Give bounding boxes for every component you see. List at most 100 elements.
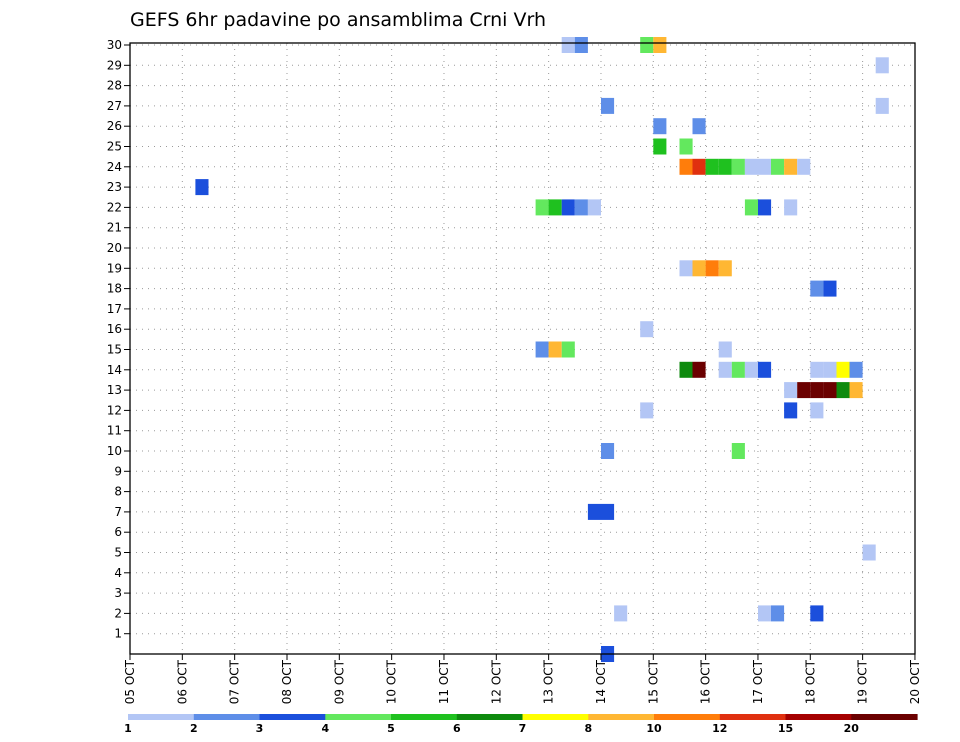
data-cell [679, 158, 693, 175]
grid [130, 43, 915, 654]
y-tick-label: 18 [107, 282, 122, 296]
colorbar-label: 12 [712, 722, 727, 735]
y-tick-label: 1 [114, 627, 122, 641]
data-cell [195, 179, 209, 196]
y-tick-label: 12 [107, 403, 122, 417]
x-tick-label: 16 OCT [699, 659, 713, 704]
colorbar-label: 6 [453, 722, 461, 735]
y-tick-label: 10 [107, 444, 122, 458]
y-tick-label: 21 [107, 221, 122, 235]
data-cell [601, 503, 615, 520]
data-cell [836, 382, 850, 399]
plot-frame [129, 42, 916, 655]
colorbar-label: 10 [646, 722, 662, 735]
colorbar-label: 8 [584, 722, 592, 735]
data-cell [653, 118, 667, 135]
y-tick-label: 9 [114, 464, 122, 478]
y-tick-label: 5 [114, 546, 122, 560]
colorbar-swatch [456, 714, 524, 720]
y-tick-label: 25 [107, 140, 122, 154]
x-tick-label: 08 OCT [280, 659, 294, 704]
data-cell [535, 199, 549, 216]
data-cell [561, 341, 575, 358]
data-cell [744, 361, 758, 378]
colorbar-label: 15 [778, 722, 793, 735]
data-cell [823, 361, 837, 378]
data-cell [587, 199, 601, 216]
data-cell [587, 503, 601, 520]
y-tick-label: 2 [114, 606, 122, 620]
data-cell [718, 158, 732, 175]
x-tick-label: 12 OCT [489, 659, 503, 704]
data-cell [561, 37, 575, 53]
data-cell [679, 138, 693, 155]
data-cell [784, 199, 798, 216]
colorbar-label: 7 [519, 722, 527, 735]
y-tick-label: 24 [107, 160, 122, 174]
x-tick-label: 17 OCT [751, 659, 765, 704]
data-cell [731, 158, 745, 175]
data-cell [574, 199, 588, 216]
y-tick-label: 6 [114, 525, 122, 539]
data-cell [718, 361, 732, 378]
data-cell [784, 402, 798, 419]
data-cell [640, 37, 654, 53]
y-tick-label: 16 [107, 322, 122, 336]
colorbar-swatch [193, 714, 261, 720]
data-cell [574, 37, 588, 53]
data-cell [548, 341, 562, 358]
data-cell [535, 341, 549, 358]
data-cell [640, 402, 654, 419]
x-tick-label: 19 OCT [856, 659, 870, 704]
data-cell [744, 158, 758, 175]
colorbar: 1 2 3 4 5 6 7 8 10 12 15 20 [124, 714, 918, 735]
colorbar-swatch [128, 714, 195, 720]
data-cell [862, 544, 876, 561]
data-cell [744, 199, 758, 216]
data-cell [810, 402, 824, 419]
data-cell [692, 260, 706, 277]
data-cell [771, 605, 785, 622]
x-tick-label: 11 OCT [437, 659, 451, 704]
y-tick-label: 13 [107, 383, 122, 397]
data-cell [758, 605, 772, 622]
colorbar-swatch [654, 714, 721, 720]
x-tick-label: 20 OCT [908, 659, 922, 704]
data-cell [601, 443, 615, 459]
data-cell [548, 199, 562, 216]
data-cell [836, 361, 850, 378]
data-cell [771, 158, 785, 175]
x-tick-label: 13 OCT [542, 659, 556, 704]
colorbar-swatch [785, 714, 852, 720]
colorbar-label: 1 [124, 722, 132, 735]
data-cell [692, 361, 706, 378]
y-tick-label: 17 [107, 302, 122, 316]
y-tick-label: 29 [107, 58, 122, 72]
colorbar-swatch [522, 714, 589, 720]
data-cell [614, 605, 628, 622]
y-tick-label: 14 [107, 363, 122, 377]
y-tick-label: 19 [107, 261, 122, 275]
x-tick-label: 10 OCT [385, 659, 399, 704]
colorbar-swatch [719, 714, 787, 720]
x-tick-label: 07 OCT [228, 659, 242, 704]
x-tick-label: 09 OCT [332, 659, 346, 704]
data-cell [692, 118, 706, 135]
x-tick-label: 06 OCT [175, 659, 189, 704]
data-cell [810, 605, 824, 622]
data-cell [640, 321, 654, 338]
data-cell [797, 382, 811, 399]
data-cell [705, 158, 719, 175]
y-tick-label: 28 [107, 79, 122, 93]
y-tick-label: 27 [107, 99, 122, 113]
data-cell [875, 97, 889, 114]
data-cell [823, 280, 837, 297]
data-cell [692, 158, 706, 175]
y-tick-label: 22 [107, 200, 122, 214]
colorbar-label: 2 [190, 722, 198, 735]
y-tick-label: 8 [114, 485, 122, 499]
data-cell [758, 361, 772, 378]
data-cell [601, 97, 615, 114]
data-cell [810, 280, 824, 297]
